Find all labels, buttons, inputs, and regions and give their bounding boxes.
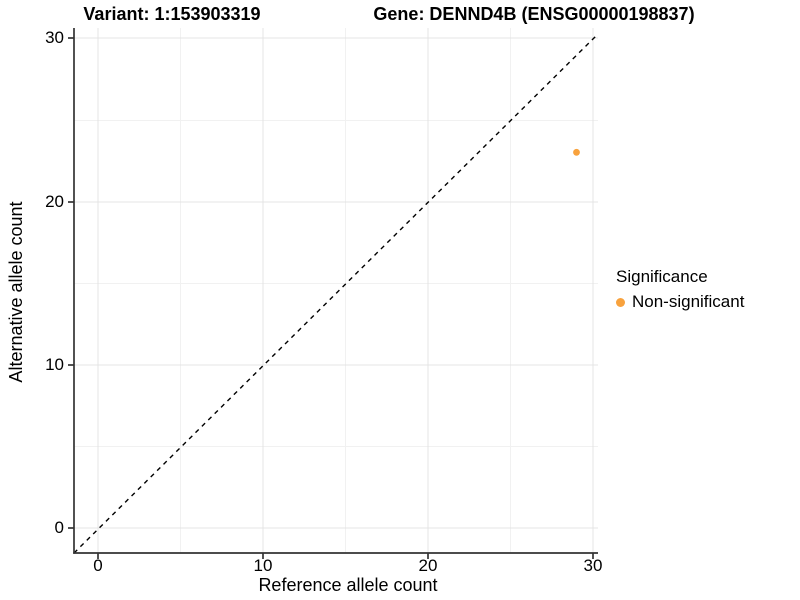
axis-lines <box>73 28 598 554</box>
legend-key-dot-icon <box>616 297 625 307</box>
major-gridlines <box>74 28 598 553</box>
legend-title: Significance <box>616 267 708 286</box>
legend: Significance Non-significant <box>616 267 744 312</box>
x-tick-label-20: 20 <box>418 556 438 575</box>
x-tick-label-10: 10 <box>253 556 273 575</box>
legend-item-label: Non-significant <box>632 292 745 311</box>
y-tick-label-0: 0 <box>54 518 64 537</box>
x-tick-label-30: 30 <box>583 556 603 575</box>
x-axis-title: Reference allele count <box>258 575 438 595</box>
y-tick-label-20: 20 <box>45 192 64 211</box>
y-axis-title: Alternative allele count <box>6 201 26 383</box>
plot-title-variant: Variant: 1:153903319 <box>83 4 261 24</box>
tick-marks <box>68 37 594 559</box>
identity-dashed-line <box>73 33 599 554</box>
data-point <box>573 148 580 156</box>
y-tick-label-10: 10 <box>45 355 64 374</box>
y-tick-label-30: 30 <box>45 28 64 47</box>
legend-item-non-significant: Non-significant <box>616 292 744 312</box>
minor-gridlines <box>74 28 598 553</box>
x-tick-label-0: 0 <box>93 556 103 575</box>
plot-title-gene: Gene: DENND4B (ENSG00000198837) <box>373 4 695 24</box>
